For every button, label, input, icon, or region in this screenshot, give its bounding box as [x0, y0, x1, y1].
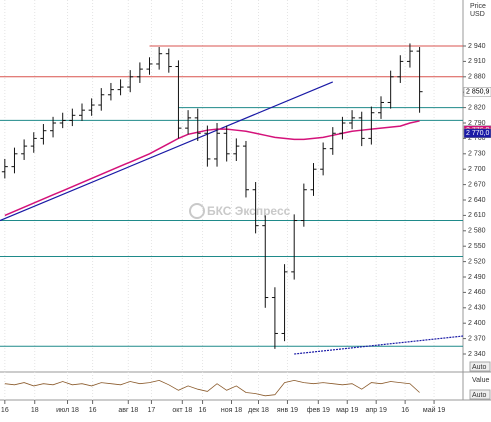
- price-marker-label: 2 770,0: [466, 130, 489, 137]
- y-tick-label: 2 460: [468, 289, 486, 296]
- watermark: БКС Экспресс: [207, 204, 291, 218]
- indicator-axis-title: Value: [472, 377, 489, 384]
- x-tick-label: мар 19: [336, 407, 358, 414]
- y-tick-label: 2 430: [468, 305, 486, 312]
- x-tick-label: авг 18: [118, 407, 138, 414]
- y-tick-label: 2 910: [468, 58, 486, 65]
- x-tick-label: 16: [1, 407, 9, 414]
- y-tick-label: 2 700: [468, 166, 486, 173]
- x-tick-label: 16: [89, 407, 97, 414]
- y-tick-label: 2 940: [468, 43, 486, 50]
- axis-title: Price: [470, 3, 486, 10]
- y-tick-label: 2 880: [468, 74, 486, 81]
- y-tick-label: 2 760: [468, 135, 486, 142]
- y-tick-label: 2 820: [468, 104, 486, 111]
- price-marker-label: 2 850,9: [466, 89, 489, 96]
- x-tick-label: 18: [31, 407, 39, 414]
- x-tick-label: 17: [148, 407, 156, 414]
- x-tick-label: июл 18: [56, 407, 79, 414]
- price-marker: [463, 86, 491, 97]
- x-tick-label: окт 18: [172, 407, 192, 414]
- price-marker: [463, 128, 491, 139]
- auto-button[interactable]: [469, 361, 491, 372]
- x-tick-label: дек 18: [248, 407, 269, 414]
- x-tick-label: 16: [401, 407, 409, 414]
- y-tick-label: 2 400: [468, 320, 486, 327]
- moving-average: [4, 120, 420, 217]
- y-tick-label: 2 340: [468, 351, 486, 358]
- y-tick-label: 2 610: [468, 212, 486, 219]
- y-tick-label: 2 730: [468, 151, 486, 158]
- trendline: [0, 81, 334, 222]
- watermark-logo: [189, 203, 205, 219]
- y-tick-label: 2 640: [468, 197, 486, 204]
- indicator-line: [4, 379, 420, 397]
- x-tick-label: май 19: [423, 406, 445, 414]
- auto-button[interactable]: [469, 389, 491, 400]
- trendline: [294, 335, 464, 355]
- y-tick-label: 2 520: [468, 258, 486, 265]
- axis-unit: USD: [470, 11, 485, 18]
- x-tick-label: 16: [199, 407, 207, 414]
- y-tick-label: 2 580: [468, 228, 486, 235]
- auto-label[interactable]: Auto: [472, 392, 487, 399]
- y-tick-label: 2 370: [468, 335, 486, 342]
- x-tick-label: фев 19: [307, 407, 330, 414]
- auto-label[interactable]: Auto: [472, 364, 487, 371]
- y-tick-label: 2 550: [468, 243, 486, 250]
- x-tick-label: янв 19: [277, 407, 298, 414]
- x-tick-label: апр 19: [366, 407, 387, 414]
- y-tick-label: 2 670: [468, 181, 486, 188]
- x-tick-label: ноя 18: [221, 407, 242, 414]
- y-tick-label: 2 790: [468, 120, 486, 127]
- y-tick-label: 2 490: [468, 274, 486, 281]
